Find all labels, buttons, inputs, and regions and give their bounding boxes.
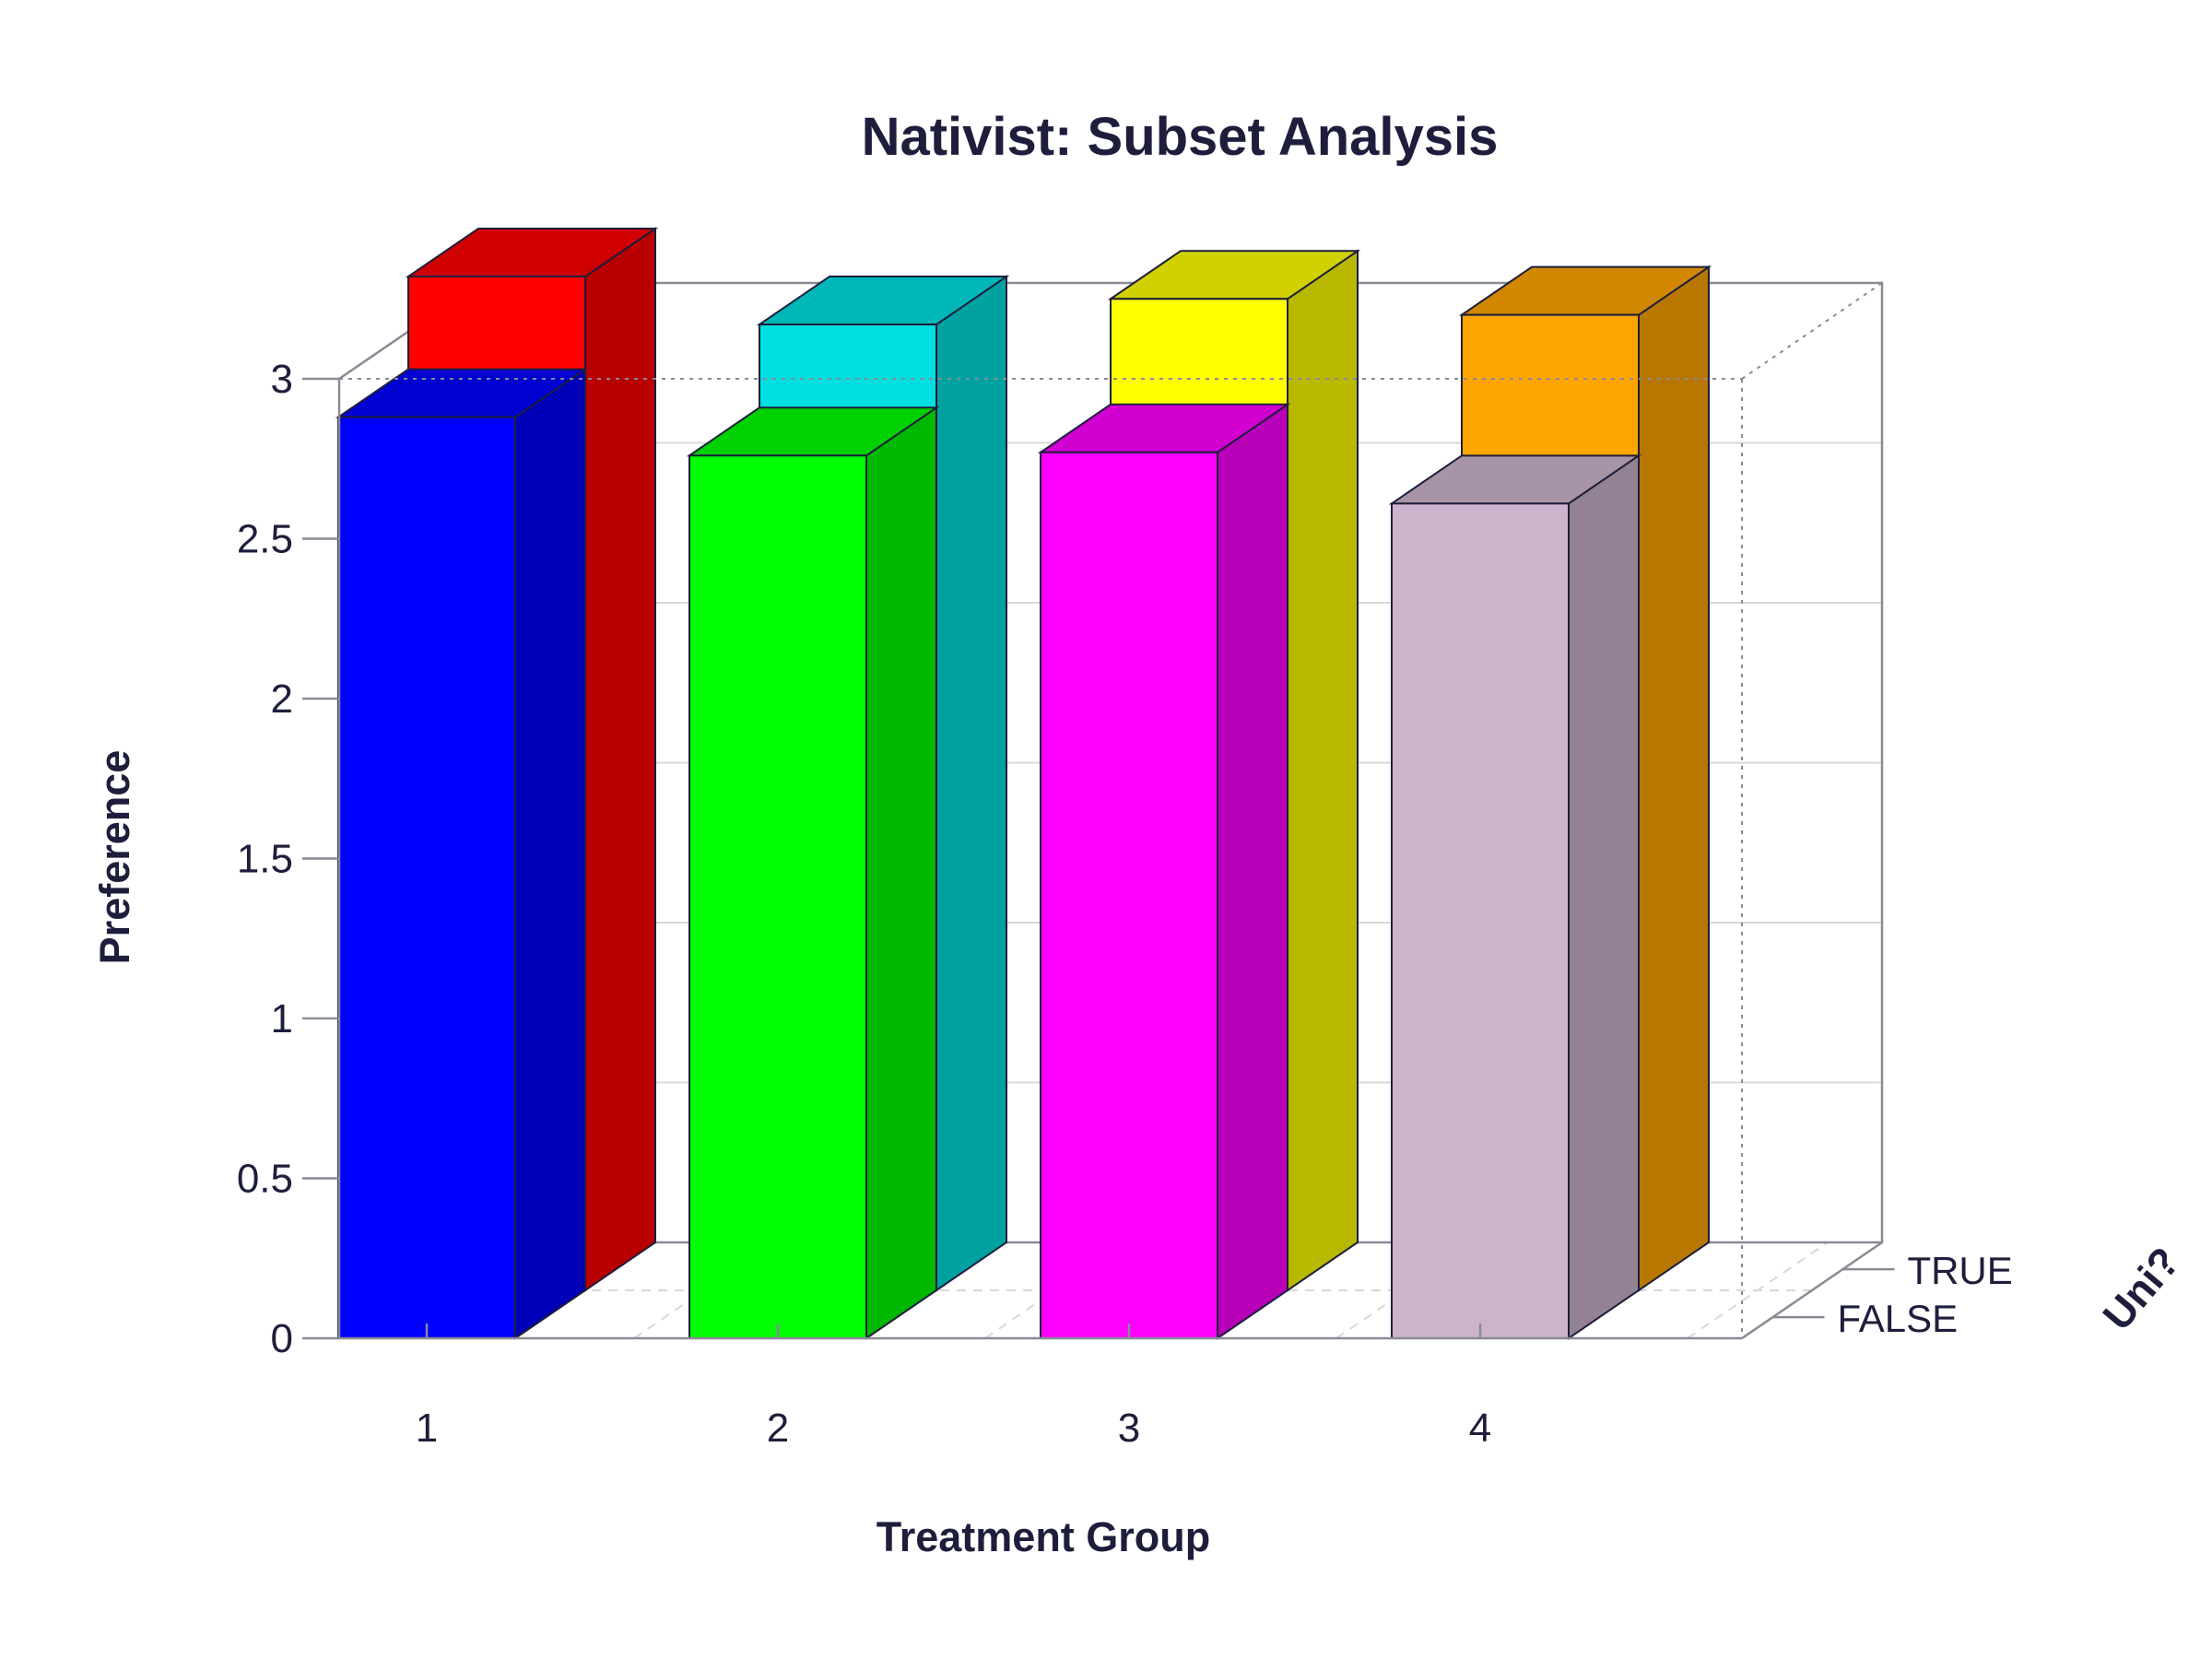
chart-text: Nativist: Subset Analysis Treatment Grou… [91, 107, 2189, 1560]
bar-side-face [514, 367, 586, 1340]
x-tick-label: 1 [416, 1406, 438, 1451]
y-tick-label: 2.5 [237, 517, 293, 562]
bottom-right-edge [1741, 1241, 1883, 1340]
bar [1388, 453, 1642, 1340]
y-axis-label: Preference [91, 750, 138, 965]
y-tick-label: 1.5 [237, 837, 293, 882]
bar-side-face [935, 275, 1007, 1292]
chart-bars [335, 227, 1712, 1340]
x-axis-label: Treatment Group [877, 1513, 1211, 1560]
depth-tick-label: FALSE [1837, 1297, 1958, 1340]
bar-side-face [865, 406, 937, 1340]
x-tick-label: 2 [767, 1406, 789, 1451]
y-tick-label: 0.5 [237, 1157, 293, 1202]
y-tick-label: 2 [271, 677, 293, 722]
bar-side-face [1638, 265, 1710, 1292]
bar-front-face [337, 416, 516, 1339]
bar [1037, 402, 1291, 1340]
bar-front-face [1040, 451, 1218, 1339]
bar [686, 406, 940, 1340]
x-tick-label: 3 [1118, 1406, 1140, 1451]
y-tick-label: 0 [271, 1316, 293, 1361]
bar [335, 367, 589, 1340]
bar-front-face [688, 454, 867, 1339]
bar-side-face [584, 227, 656, 1292]
z-axis-label: Uni? [2093, 1238, 2188, 1338]
top-right-dotted [1741, 282, 1883, 380]
x-tick-label: 4 [1469, 1406, 1491, 1451]
chart-front-lines [302, 282, 1895, 1340]
depth-tick-label: TRUE [1907, 1249, 2012, 1292]
bar-side-face [1287, 249, 1359, 1292]
bar-side-face [1568, 453, 1640, 1340]
chart-title: Nativist: Subset Analysis [862, 107, 1499, 167]
bar-front-face [1391, 502, 1570, 1339]
bar-side-face [1217, 402, 1288, 1340]
y-tick-label: 3 [271, 357, 293, 402]
y-tick-label: 1 [271, 996, 293, 1041]
